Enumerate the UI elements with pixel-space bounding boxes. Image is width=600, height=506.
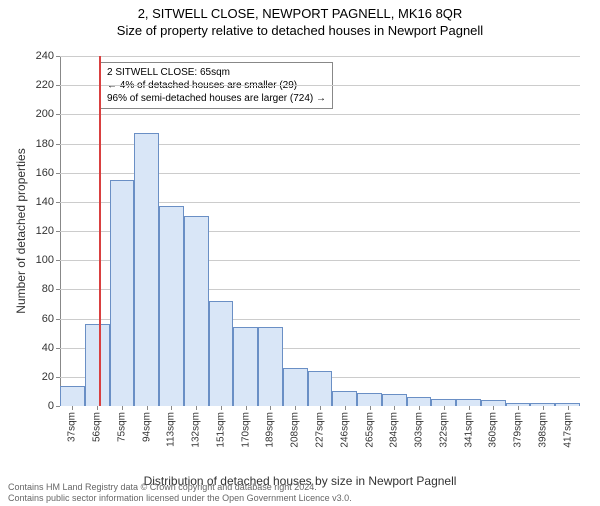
x-tick-label: 208sqm	[290, 412, 301, 448]
gridline	[60, 85, 580, 86]
x-tick-label: 303sqm	[414, 412, 425, 448]
x-tick-mark	[469, 406, 470, 410]
y-tick-mark	[56, 85, 60, 86]
histogram-bar	[357, 393, 382, 406]
x-tick-mark	[72, 406, 73, 410]
x-tick-label: 37sqm	[67, 412, 78, 442]
x-tick-label: 170sqm	[240, 412, 251, 448]
chart-title-sub: Size of property relative to detached ho…	[0, 23, 600, 38]
x-tick-label: 132sqm	[191, 412, 202, 448]
y-tick-mark	[56, 377, 60, 378]
histogram-bar	[85, 324, 110, 406]
footer-line-2: Contains public sector information licen…	[8, 493, 352, 504]
annotation-line-1: 2 SITWELL CLOSE: 65sqm	[107, 66, 326, 79]
y-tick-label: 40	[42, 342, 54, 354]
x-tick-label: 360sqm	[488, 412, 499, 448]
y-tick-label: 220	[36, 79, 54, 91]
y-axis-label: Number of detached properties	[14, 148, 28, 313]
x-tick-label: 227sqm	[315, 412, 326, 448]
x-tick-mark	[147, 406, 148, 410]
x-tick-label: 151sqm	[215, 412, 226, 448]
x-tick-mark	[345, 406, 346, 410]
x-tick-mark	[196, 406, 197, 410]
y-tick-mark	[56, 289, 60, 290]
x-tick-mark	[394, 406, 395, 410]
x-tick-label: 56sqm	[92, 412, 103, 442]
y-tick-label: 120	[36, 225, 54, 237]
histogram-bar	[283, 368, 308, 406]
x-tick-label: 284sqm	[389, 412, 400, 448]
y-tick-mark	[56, 260, 60, 261]
x-tick-label: 113sqm	[166, 412, 177, 447]
chart-plot-area: 2 SITWELL CLOSE: 65sqm ← 4% of detached …	[60, 56, 580, 406]
y-tick-label: 0	[48, 400, 54, 412]
x-tick-label: 322sqm	[438, 412, 449, 448]
x-tick-mark	[97, 406, 98, 410]
histogram-bar	[407, 397, 432, 406]
x-tick-label: 398sqm	[537, 412, 548, 448]
y-tick-label: 140	[36, 196, 54, 208]
footer-line-1: Contains HM Land Registry data © Crown c…	[8, 482, 352, 493]
x-tick-mark	[171, 406, 172, 410]
y-tick-label: 240	[36, 50, 54, 62]
y-tick-label: 60	[42, 313, 54, 325]
y-tick-mark	[56, 56, 60, 57]
x-tick-label: 94sqm	[141, 412, 152, 442]
y-tick-mark	[56, 114, 60, 115]
x-tick-label: 75sqm	[116, 412, 127, 442]
x-tick-mark	[444, 406, 445, 410]
footer-attribution: Contains HM Land Registry data © Crown c…	[8, 482, 352, 504]
annotation-line-3: 96% of semi-detached houses are larger (…	[107, 92, 326, 105]
x-tick-label: 189sqm	[265, 412, 276, 448]
y-tick-mark	[56, 144, 60, 145]
y-tick-label: 200	[36, 108, 54, 120]
histogram-bar	[184, 216, 209, 406]
x-tick-mark	[320, 406, 321, 410]
x-tick-mark	[295, 406, 296, 410]
histogram-bar	[332, 391, 357, 406]
histogram-bar	[431, 399, 456, 406]
histogram-bar	[159, 206, 184, 406]
y-tick-label: 80	[42, 283, 54, 295]
y-tick-mark	[56, 173, 60, 174]
marker-line	[99, 56, 101, 406]
y-tick-label: 180	[36, 138, 54, 150]
x-tick-mark	[246, 406, 247, 410]
gridline	[60, 114, 580, 115]
x-tick-label: 246sqm	[339, 412, 350, 448]
histogram-bar	[382, 394, 407, 406]
y-tick-mark	[56, 348, 60, 349]
x-tick-label: 379sqm	[513, 412, 524, 448]
x-tick-mark	[543, 406, 544, 410]
histogram-bar	[258, 327, 283, 406]
histogram-bar	[60, 386, 85, 406]
y-tick-mark	[56, 319, 60, 320]
histogram-bar	[308, 371, 333, 406]
x-tick-mark	[518, 406, 519, 410]
x-tick-label: 341sqm	[463, 412, 474, 448]
x-tick-label: 417sqm	[562, 412, 573, 448]
histogram-bar	[209, 301, 234, 406]
y-tick-mark	[56, 202, 60, 203]
histogram-bar	[233, 327, 258, 406]
histogram-bar	[134, 133, 159, 406]
x-tick-label: 265sqm	[364, 412, 375, 448]
x-tick-mark	[270, 406, 271, 410]
y-tick-mark	[56, 231, 60, 232]
x-tick-mark	[122, 406, 123, 410]
y-tick-label: 100	[36, 254, 54, 266]
y-tick-mark	[56, 406, 60, 407]
histogram-bar	[110, 180, 135, 406]
x-tick-mark	[370, 406, 371, 410]
x-tick-mark	[568, 406, 569, 410]
histogram-bar	[456, 399, 481, 406]
chart-title-main: 2, SITWELL CLOSE, NEWPORT PAGNELL, MK16 …	[0, 6, 600, 21]
y-tick-label: 20	[42, 371, 54, 383]
x-tick-mark	[419, 406, 420, 410]
gridline	[60, 56, 580, 57]
x-tick-mark	[493, 406, 494, 410]
y-tick-label: 160	[36, 167, 54, 179]
x-tick-mark	[221, 406, 222, 410]
